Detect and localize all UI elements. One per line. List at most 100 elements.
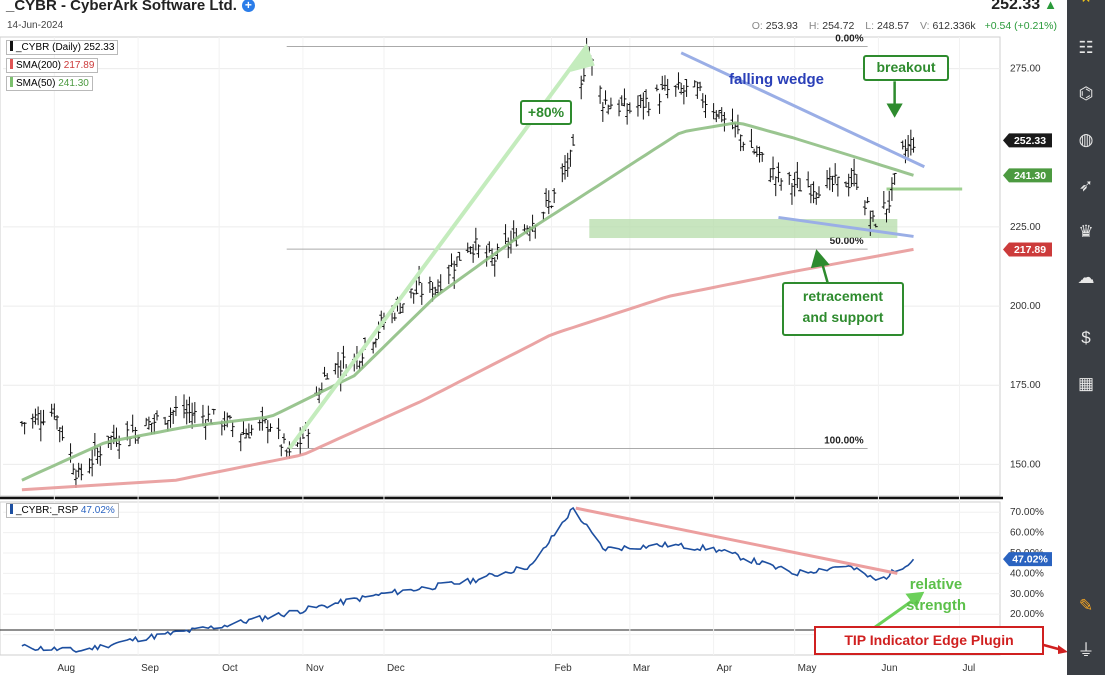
add-symbol-icon[interactable]: + (241, 0, 255, 12)
last-price-value: 252.33 (991, 0, 1041, 13)
ohlc-bar (787, 171, 792, 185)
ohlc-bar (511, 220, 516, 241)
ohlc-bar (419, 282, 424, 305)
ohlc-bar (660, 75, 665, 91)
ohlc-bar (884, 208, 889, 223)
ohlc-bar (544, 188, 549, 207)
ohlc-bar (771, 156, 776, 180)
chart-title: _CYBR - CyberArk Software Ltd. + (6, 0, 255, 14)
falling-wedge-label: falling wedge (729, 71, 825, 88)
chart-axes: 150.00175.00200.00225.00275.0010.00%20.0… (57, 64, 1044, 674)
breakout-callout: breakout (863, 55, 949, 81)
ohlc-bar (646, 101, 651, 117)
price-tag-text: 241.30 (1014, 170, 1046, 182)
legend-sma200-value: 217.89 (63, 60, 95, 71)
ohlc-bar (87, 458, 92, 474)
retracement-callout: retracement and support (782, 282, 904, 336)
legend-sma50[interactable]: SMA(50) 241.30 (6, 76, 93, 91)
ohlc-bar (579, 75, 584, 100)
ohlc-bar (155, 410, 160, 421)
share-icon[interactable]: ⌬ (1078, 84, 1094, 103)
moving-averages (21, 121, 914, 492)
ohlc-bar (738, 134, 743, 152)
relative-strength-panel (21, 506, 915, 653)
ohlc-bar (187, 396, 192, 423)
ohlc-bar (665, 78, 670, 99)
ohlc-bar (835, 176, 840, 197)
dollar-doc-icon[interactable]: $ (1081, 328, 1091, 347)
rocket-icon[interactable]: ➶ (1078, 176, 1094, 195)
ohlc-bar (600, 102, 605, 122)
ohlc-bar (454, 256, 459, 267)
price-tag: 252.33 (1003, 133, 1052, 148)
ohlc-bar (843, 181, 848, 188)
legend-sma50-value: 241.30 (58, 78, 89, 89)
trophy-icon[interactable]: ♛ (1078, 222, 1094, 241)
sma50-line (21, 121, 914, 482)
ohlc-bar (641, 92, 646, 120)
ohlc-bar (249, 424, 254, 436)
ohlc-bar (768, 168, 773, 183)
ohlc-bar (568, 149, 573, 167)
ohlc-bar (565, 152, 570, 177)
ohlc-bar (341, 345, 346, 369)
pen-icon[interactable]: ✎ (1078, 596, 1094, 615)
ohlc-bar (446, 264, 451, 285)
x-tick-label: Apr (717, 663, 733, 674)
x-tick-label: Nov (306, 663, 324, 674)
ohlc-bar (900, 140, 905, 150)
ohlc-bar (333, 363, 338, 375)
plug-icon[interactable]: ⏚ (1077, 641, 1095, 660)
legend-sma200[interactable]: SMA(200) 217.89 (6, 58, 99, 73)
ohlc-bar (749, 128, 754, 149)
chart-settings-icon[interactable]: ☷ (1078, 38, 1094, 57)
legend-sma50-name: SMA(50) (16, 78, 56, 89)
ohlc-bar (433, 286, 438, 296)
ohlc-bar (776, 162, 781, 183)
ohlc-bar (814, 191, 819, 205)
ohlc-bar (627, 102, 632, 114)
ohlc-bar (238, 433, 243, 452)
price-tag-text: 47.02% (1012, 554, 1048, 566)
fibonacci-retracement: 0.00% 50.00% 100.00% (286, 33, 868, 450)
x-tick-label: May (798, 663, 817, 674)
x-tick-label: Feb (554, 663, 572, 674)
y-tick-label: 200.00 (1010, 301, 1041, 312)
ohlc-bar (692, 80, 697, 88)
ohlc-readout: O: 253.93 H: 254.72 L: 248.57 V: 612.336… (744, 20, 1057, 32)
ohlc-bar (38, 410, 43, 442)
ohlc-bar (168, 407, 173, 428)
grid-icon[interactable]: ▦ (1077, 374, 1095, 393)
ohlc-bar (414, 280, 419, 295)
caret-up-icon[interactable]: ⌃ (1078, 0, 1094, 14)
ohlc-bar (638, 94, 643, 109)
ohlc-bar (171, 409, 176, 424)
rs-tick-label: 20.00% (1010, 609, 1044, 620)
fib-label: 0.00% (835, 33, 863, 44)
relative-strength-line1: relative (909, 576, 963, 593)
x-tick-label: Sep (141, 663, 159, 674)
ohlc-bar (722, 112, 727, 132)
ohlc-bar (846, 173, 851, 197)
ohlc-bar (773, 176, 778, 197)
ohlc-bar (465, 242, 470, 253)
ohlc-bar (449, 253, 454, 267)
legend-rs[interactable]: _CYBR:_RSP 47.02% (6, 503, 119, 518)
rs-tick-label: 60.00% (1010, 528, 1044, 539)
ohlc-bar (322, 366, 327, 377)
low-value: 248.57 (876, 20, 910, 32)
cloud-icon[interactable]: ☁ (1077, 268, 1095, 287)
wedge-upper-line (680, 51, 925, 169)
legend-price[interactable]: _CYBR (Daily) 252.33 (6, 40, 119, 55)
wedge-lower-line (778, 215, 914, 238)
rs-line (21, 506, 915, 653)
ohlc-bar (276, 418, 281, 440)
ohlc-bar (230, 421, 235, 438)
ohlc-bar (92, 433, 97, 457)
relative-strength-label: relative strength (906, 574, 966, 616)
chart-grid (0, 36, 1003, 656)
globe-icon[interactable]: ◍ (1078, 130, 1094, 149)
ohlc-bar (654, 84, 659, 92)
ohlc-bar (603, 90, 608, 105)
